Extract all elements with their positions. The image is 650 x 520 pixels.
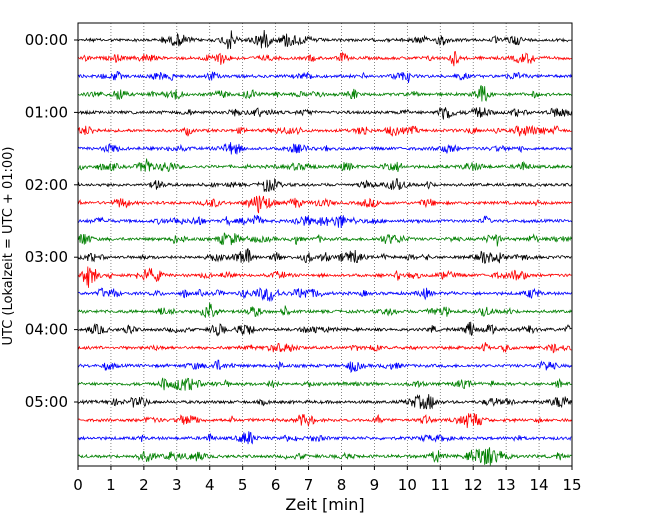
y-tick-label: 04:00 xyxy=(25,321,68,339)
x-tick-label: 14 xyxy=(530,476,549,494)
y-tick-label: 00:00 xyxy=(25,31,68,49)
trace-0445 xyxy=(77,377,572,391)
trace-0500 xyxy=(77,394,572,410)
x-axis-label: Zeit [min] xyxy=(285,495,364,514)
trace-0400 xyxy=(77,321,572,337)
trace-0100 xyxy=(77,107,572,120)
y-tick-label: 02:00 xyxy=(25,176,68,194)
trace-group xyxy=(77,30,572,466)
trace-0330 xyxy=(77,287,572,302)
y-tick-label: 05:00 xyxy=(25,393,68,411)
x-tick-label: 1 xyxy=(106,476,116,494)
x-tick-label: 11 xyxy=(431,476,450,494)
trace-0245 xyxy=(77,232,572,247)
x-tick-label: 12 xyxy=(464,476,483,494)
trace-0230 xyxy=(77,214,572,229)
trace-0130 xyxy=(77,142,572,155)
x-tick-label: 15 xyxy=(562,476,581,494)
trace-0000 xyxy=(77,30,572,50)
plot-frame xyxy=(77,22,573,467)
trace-0515 xyxy=(77,413,572,429)
x-tick-label: 2 xyxy=(139,476,149,494)
trace-0530 xyxy=(77,431,572,445)
y-axis: 00:00 01:00 02:00 03:00 04:00 05:00 xyxy=(25,31,78,411)
trace-0215 xyxy=(77,195,572,214)
x-tick-label: 9 xyxy=(370,476,380,494)
trace-0315 xyxy=(77,266,572,288)
y-tick-label: 03:00 xyxy=(25,248,68,266)
trace-0015 xyxy=(77,50,572,67)
x-tick-label: 0 xyxy=(73,476,83,494)
trace-0030 xyxy=(77,70,572,84)
trace-0115 xyxy=(77,124,572,137)
trace-0145 xyxy=(77,158,572,173)
x-tick-label: 4 xyxy=(205,476,215,494)
trace-0415 xyxy=(77,342,572,354)
trace-0045 xyxy=(77,85,572,102)
grid-lines xyxy=(110,23,540,466)
x-tick-label: 3 xyxy=(172,476,182,494)
trace-0300 xyxy=(77,248,572,264)
x-tick-label: 13 xyxy=(497,476,516,494)
trace-0200 xyxy=(77,177,572,192)
y-axis-label: UTC (Lokalzeit = UTC + 01:00) xyxy=(1,147,16,346)
x-tick-label: 8 xyxy=(337,476,347,494)
trace-0545 xyxy=(77,447,572,466)
y-tick-label: 01:00 xyxy=(25,103,68,121)
x-tick-label: 10 xyxy=(398,476,417,494)
x-tick-label: 5 xyxy=(238,476,248,494)
x-tick-label: 6 xyxy=(271,476,281,494)
x-tick-label: 7 xyxy=(304,476,314,494)
trace-0430 xyxy=(77,359,572,374)
trace-0345 xyxy=(77,302,572,318)
x-axis: 0 1 2 3 4 5 6 7 8 9 10 11 12 13 14 15 xyxy=(73,466,582,494)
